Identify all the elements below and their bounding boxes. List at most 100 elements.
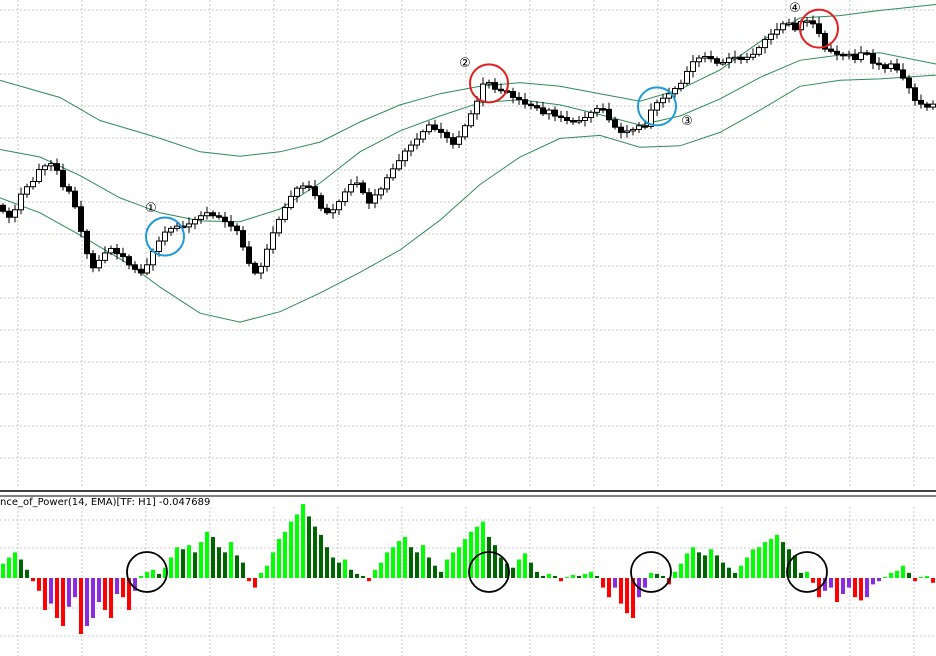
middle-band-line [0, 52, 936, 223]
candle [474, 95, 480, 120]
candle-body-bull [264, 248, 270, 267]
histogram-bar [19, 559, 23, 578]
histogram-bar [217, 547, 221, 578]
candle-body-bull [168, 227, 174, 233]
candle [756, 45, 762, 57]
candle-body-bear [606, 108, 612, 121]
candle-body-bear [366, 192, 372, 204]
candle-body-bull [36, 169, 42, 183]
candle [132, 261, 138, 274]
histogram-bar [463, 538, 467, 578]
histogram-bar [7, 557, 11, 578]
candle [36, 163, 42, 184]
candle [360, 180, 366, 195]
candle-body-bull [690, 61, 696, 72]
price-signal-markers: ① ② ③ ④ [145, 1, 839, 257]
histogram-bar [199, 542, 203, 578]
candle [924, 101, 930, 111]
candle-body-bull [288, 195, 294, 209]
histogram-bar [661, 575, 665, 578]
candle [450, 133, 456, 149]
candle-body-bull [300, 185, 306, 189]
candle [90, 249, 96, 273]
candle-body-bull [102, 252, 108, 261]
candle [198, 211, 204, 224]
candle [414, 133, 420, 150]
histogram-bar [859, 578, 863, 601]
candle [720, 58, 726, 66]
candle [174, 222, 180, 232]
candle-body-bear [618, 126, 624, 133]
candle [120, 247, 126, 262]
candle-body-bear [600, 108, 606, 111]
candle [732, 50, 738, 64]
candle [726, 52, 732, 69]
histogram-bar [679, 563, 683, 578]
histogram-bar [361, 575, 365, 578]
candle [870, 49, 876, 70]
signal-circle [145, 216, 185, 257]
histogram-bar [829, 578, 833, 588]
histogram-bar [649, 572, 653, 578]
histogram-bar [559, 578, 563, 582]
histogram-bar [175, 547, 179, 578]
candle-body-bull [156, 240, 162, 252]
candle-body-bear [738, 56, 744, 61]
histogram-bar [925, 575, 929, 578]
candle-body-bull [144, 264, 150, 274]
candle [810, 15, 816, 29]
candle-body-bull [726, 57, 732, 63]
histogram-bar [583, 573, 587, 578]
candle [294, 185, 300, 203]
histogram-bar [643, 578, 647, 588]
candle-body-bull [720, 61, 726, 65]
candle [678, 79, 684, 92]
candle [876, 57, 882, 70]
candle-body-bull [276, 218, 282, 234]
histogram-bar [97, 578, 101, 602]
candle [264, 244, 270, 272]
candle-body-bull [930, 103, 936, 108]
candle-body-bear [120, 253, 126, 258]
histogram-bar [577, 575, 581, 578]
histogram-bar [439, 571, 443, 578]
histogram-bar [685, 553, 689, 578]
indicator-signal-markers [126, 551, 828, 593]
candle-body-bull [462, 125, 468, 138]
candle-body-bear [216, 215, 222, 218]
candle [60, 163, 66, 191]
histogram-bar [349, 569, 353, 578]
candle [684, 66, 690, 86]
candle [750, 48, 756, 61]
candle [600, 103, 606, 114]
candle [552, 106, 558, 122]
histogram-bar [511, 567, 515, 578]
candle-body-bear [0, 204, 6, 212]
candle [654, 99, 660, 117]
candle [378, 186, 384, 200]
histogram-bar [277, 538, 281, 578]
indicator-grid [0, 507, 936, 656]
candle-body-bear [126, 256, 132, 266]
indicator-title: nce_of_Power(14, EMA)[TF: H1] -0.047689 [0, 497, 210, 508]
candle-body-bear [84, 230, 90, 255]
candle-body-bear [540, 107, 546, 115]
candle-body-bull [96, 259, 102, 269]
candle-body-bull [348, 183, 354, 193]
candle-body-bull [486, 82, 492, 85]
histogram-bar [853, 578, 857, 598]
histogram-bar [43, 578, 47, 610]
candle [840, 52, 846, 61]
histogram-bar [253, 578, 257, 588]
histogram-bar [31, 578, 35, 582]
candle-body-bear [642, 125, 648, 128]
candle-body-bull [192, 218, 198, 225]
candle [576, 116, 582, 125]
candle-body-bear [324, 207, 330, 214]
candle-body-bull [888, 63, 894, 69]
candle [354, 176, 360, 188]
candle [318, 192, 324, 212]
candle-body-bull [786, 22, 792, 26]
candle-body-bear [840, 53, 846, 57]
candle-body-bear [516, 96, 522, 101]
